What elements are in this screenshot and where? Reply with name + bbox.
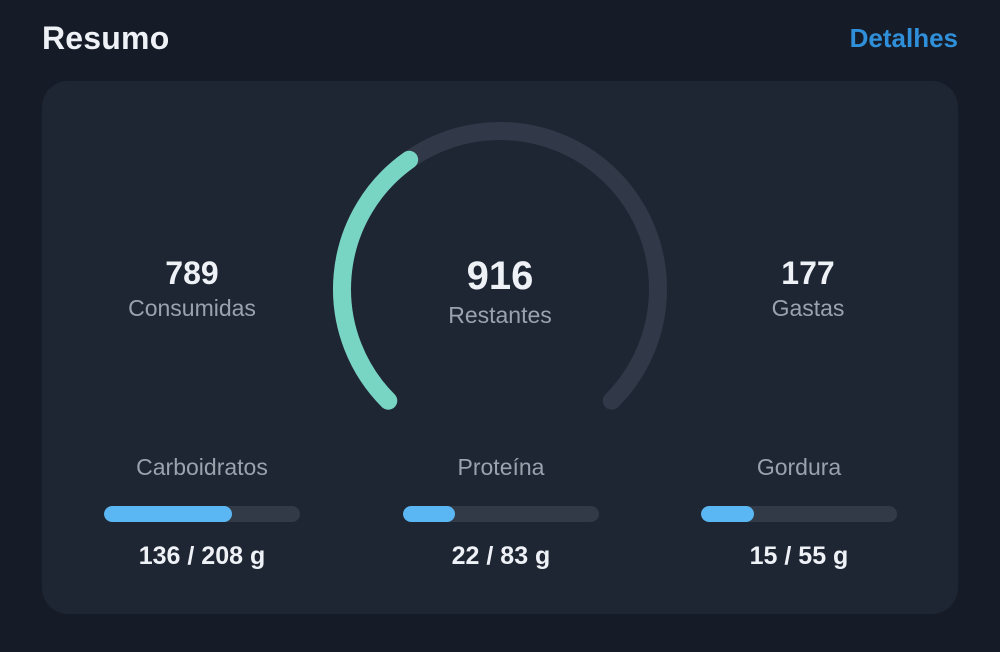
remaining-stat: 916 Restantes — [380, 254, 620, 329]
burned-value: 177 — [781, 255, 835, 291]
macro-fat-progress-bar — [701, 506, 897, 522]
details-link[interactable]: Detalhes — [849, 23, 958, 53]
section-title: Resumo — [42, 20, 170, 56]
consumed-value: 789 — [165, 255, 219, 291]
macro-carbs-progress-bar — [104, 506, 300, 522]
remaining-label: Restantes — [448, 302, 552, 328]
burned-stat: 177 Gastas — [688, 255, 928, 322]
calorie-gauge-fill — [333, 150, 419, 410]
consumed-label: Consumidas — [128, 295, 256, 321]
macro-fat: Gordura 15 / 55 g — [701, 454, 897, 571]
remaining-value: 916 — [466, 254, 534, 298]
macro-carbs-label: Carboidratos — [136, 454, 268, 480]
macro-protein-progress-fill — [403, 506, 455, 522]
macro-fat-value: 15 / 55 g — [749, 542, 849, 570]
summary-card: 789 Consumidas 916 Restantes 177 Gastas … — [42, 81, 958, 614]
calorie-gauge — [333, 121, 667, 410]
macro-fat-progress-fill — [701, 506, 755, 522]
macro-protein-value: 22 / 83 g — [451, 542, 551, 570]
macro-carbs-progress-fill — [104, 506, 233, 522]
macro-protein-label: Proteína — [457, 454, 545, 480]
macro-carbs: Carboidratos 136 / 208 g — [104, 454, 300, 571]
burned-label: Gastas — [771, 295, 845, 321]
macro-protein: Proteína 22 / 83 g — [403, 454, 599, 571]
macro-protein-progress-bar — [403, 506, 599, 522]
consumed-stat: 789 Consumidas — [72, 255, 312, 322]
macro-fat-label: Gordura — [756, 454, 842, 480]
macro-carbs-value: 136 / 208 g — [138, 542, 266, 570]
